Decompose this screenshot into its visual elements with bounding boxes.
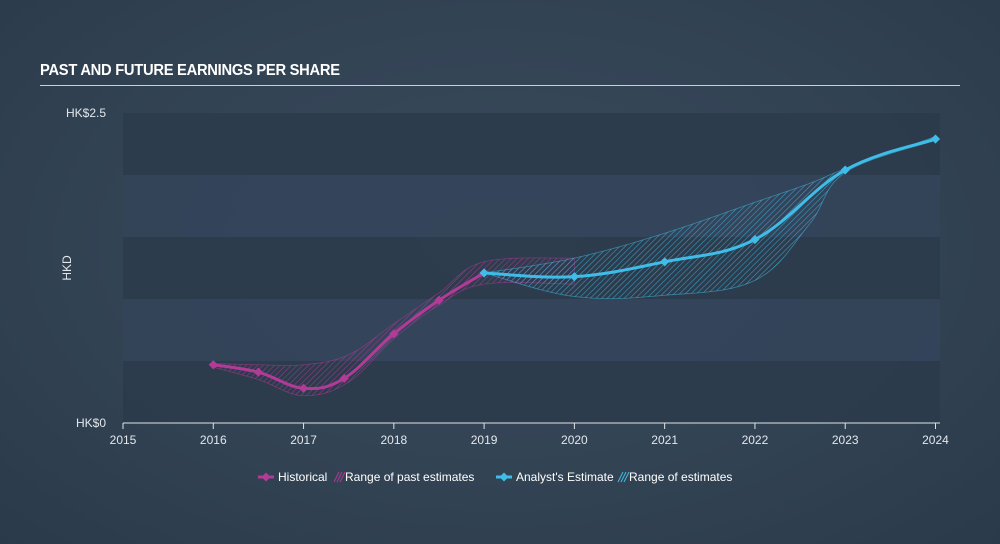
x-tick-label-2021: 2021 [651,433,678,447]
series-lines [208,134,941,393]
x-tick-label-2020: 2020 [561,433,588,447]
legend-swatch-marker [261,472,271,482]
x-tick-label-2016: 2016 [200,433,227,447]
estimate-point [660,257,670,267]
historical-point [208,360,218,370]
legend-swatch-hatch [333,471,340,483]
historical-point [253,367,264,377]
y-axis-label: HKD [60,255,74,281]
historical-point [339,373,349,383]
y-tick-label: HK$2.5 [66,106,106,120]
x-tick-label-2019: 2019 [471,433,498,447]
historical-point [389,329,399,339]
estimate-point [569,272,579,282]
legend-swatch-hatch [339,471,346,483]
chart-title: PAST AND FUTURE EARNINGS PER SHARE [40,62,340,79]
legend-swatch-marker [499,472,509,482]
estimate-point [930,134,941,144]
background-band [123,299,940,361]
analyst-estimate-line [482,137,937,279]
axes: 2015 2016 2017 2018 2019 2020 2021 2022 2023 2024… [60,106,949,447]
background-band [123,113,940,175]
historical-point [298,383,309,393]
x-tick-label-2015: 2015 [110,433,137,447]
estimate-point [750,234,760,245]
x-tick-label-2017: 2017 [290,433,317,447]
legend-swatch-hatch [617,471,624,483]
chart-legend: Historical Range of past estimates Analyst… [258,470,732,484]
legend-swatch-hatch [620,471,627,483]
legend-swatch-hatch [336,471,343,483]
x-tick-label-2018: 2018 [380,433,407,447]
historical-point [434,295,444,305]
legend-label: Range of estimates [629,470,732,484]
x-tick-label-2024: 2024 [922,433,949,447]
title-divider [40,85,960,86]
legend-label: Analyst's Estimate [516,470,614,484]
legend-label: Range of past estimates [345,470,474,484]
x-tick-label-2023: 2023 [832,433,859,447]
estimate-point [479,268,489,278]
background-bands [123,113,940,423]
y-tick-label: HK$0 [76,416,106,430]
x-tick-label-2022: 2022 [742,433,769,447]
legend-swatch-hatch [623,471,630,483]
legend-label: Historical [278,470,327,484]
estimate-point [840,165,850,175]
